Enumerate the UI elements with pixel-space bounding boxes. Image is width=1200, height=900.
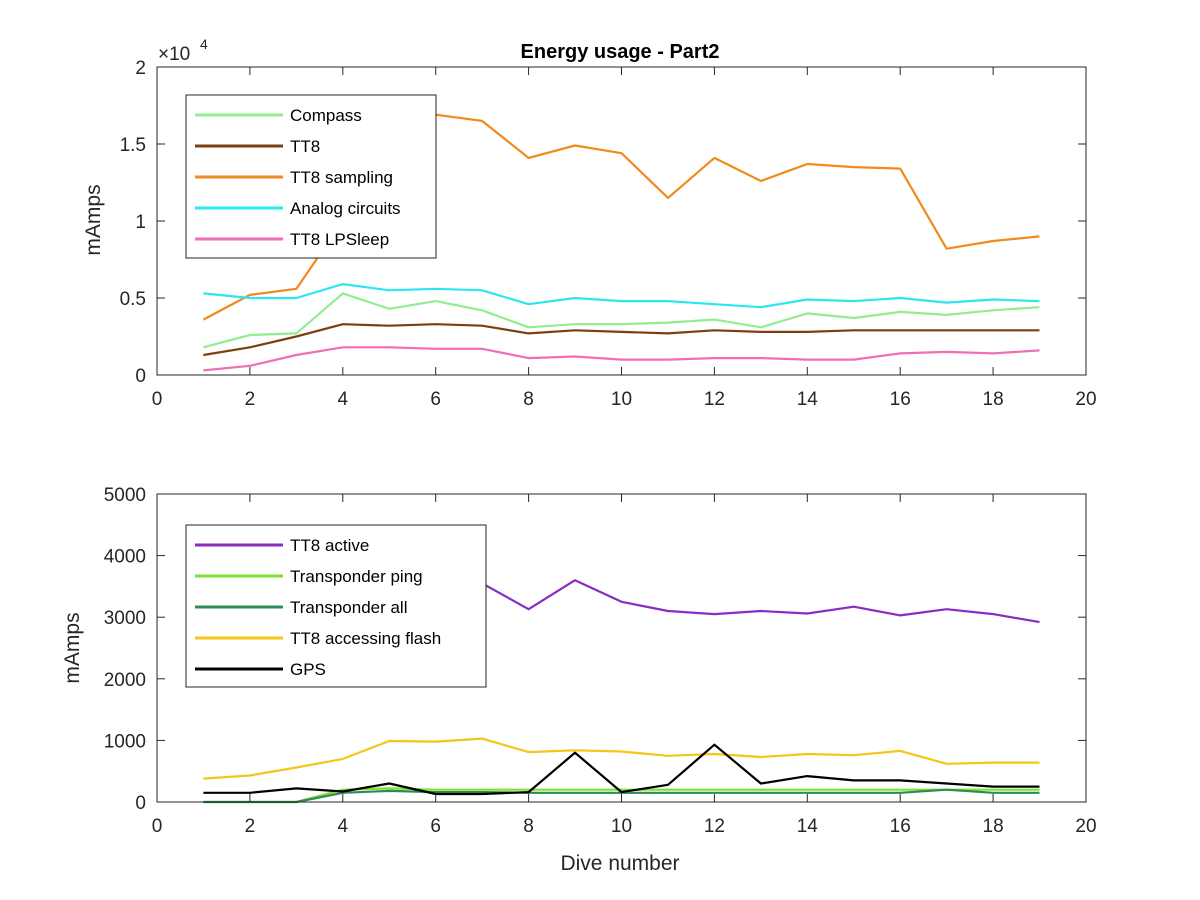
x-tick-label: 10 <box>611 816 632 837</box>
x-tick-label: 10 <box>611 389 632 410</box>
y-tick-label: 1000 <box>104 731 146 752</box>
series-line-tt8 <box>203 323 1040 357</box>
series-line-tt8-accessing-flash <box>203 737 1040 780</box>
x-tick-label: 14 <box>797 389 819 410</box>
legend-entry-label: TT8 active <box>290 536 369 555</box>
bottom-chart: Dive number mAmps 0 2 4 6 8 10 12 14 16 18 20 0 1000… <box>61 485 1097 875</box>
x-tick-label: 8 <box>523 389 534 410</box>
y-tick-label: 0 <box>135 366 146 387</box>
x-tick-label: 8 <box>523 816 534 837</box>
legend: TT8 active Transponder ping Transponder al… <box>185 524 487 688</box>
x-tick-label: 6 <box>430 389 441 410</box>
x-tick-label: 12 <box>704 389 725 410</box>
x-tick-label: 18 <box>983 389 1004 410</box>
x-tick-label: 4 <box>338 816 349 837</box>
series-line-gps <box>203 743 1040 796</box>
x-tick-label: 20 <box>1075 389 1096 410</box>
legend-entry-label: Analog circuits <box>290 199 401 218</box>
x-tick-label: 6 <box>430 816 441 837</box>
y-tick-label: 1 <box>135 212 146 233</box>
x-tick-label: 0 <box>152 816 163 837</box>
legend-entry-label: GPS <box>290 660 326 679</box>
x-tick-label: 18 <box>983 816 1004 837</box>
x-tick-label: 20 <box>1075 816 1096 837</box>
legend-entry-label: TT8 sampling <box>290 168 393 187</box>
legend-entry-label: TT8 <box>290 137 320 156</box>
y-tick-label: 3000 <box>104 608 146 629</box>
y-axis-label: mAmps <box>82 184 105 255</box>
x-axis-label: Dive number <box>560 852 679 875</box>
y-tick-label: 0.5 <box>120 289 146 310</box>
x-tick-label: 2 <box>245 816 256 837</box>
legend-entry-label: Transponder ping <box>290 567 423 586</box>
x-tick-label: 2 <box>245 389 256 410</box>
legend-entry-label: TT8 LPSleep <box>290 230 389 249</box>
y-tick-label: 0 <box>135 793 146 814</box>
x-tick-label: 16 <box>890 389 911 410</box>
series-line-compass <box>203 292 1040 349</box>
y-axis-label: mAmps <box>61 612 84 683</box>
series-line-tt8-lpsleep <box>203 346 1040 372</box>
legend-entry-label: Compass <box>290 106 362 125</box>
legend: Compass TT8 TT8 sampling Analog circuits TT8… <box>185 94 437 259</box>
exponent-base: ×10 <box>158 44 190 65</box>
legend-entry-label: TT8 accessing flash <box>290 629 441 648</box>
x-tick-label: 16 <box>890 816 911 837</box>
x-tick-label: 0 <box>152 389 163 410</box>
x-tick-label: 12 <box>704 816 725 837</box>
x-tick-label: 4 <box>338 389 349 410</box>
y-tick-label: 4000 <box>104 547 146 568</box>
series-line-analog-circuits <box>203 283 1040 309</box>
top-chart: Energy usage - Part2 ×10 4 mAmps 0 2 4 6 8 10… <box>82 36 1097 410</box>
y-tick-label: 2000 <box>104 670 146 691</box>
exponent-power: 4 <box>200 36 208 52</box>
legend-entry-label: Transponder all <box>290 598 408 617</box>
y-tick-label: 1.5 <box>120 135 146 156</box>
axis-exponent: ×10 4 <box>158 36 208 65</box>
y-tick-label: 2 <box>135 58 146 79</box>
series-line-transponder-ping <box>203 787 1040 804</box>
chart-title: Energy usage - Part2 <box>521 41 720 63</box>
y-tick-label: 5000 <box>104 485 146 506</box>
x-tick-label: 14 <box>797 816 819 837</box>
